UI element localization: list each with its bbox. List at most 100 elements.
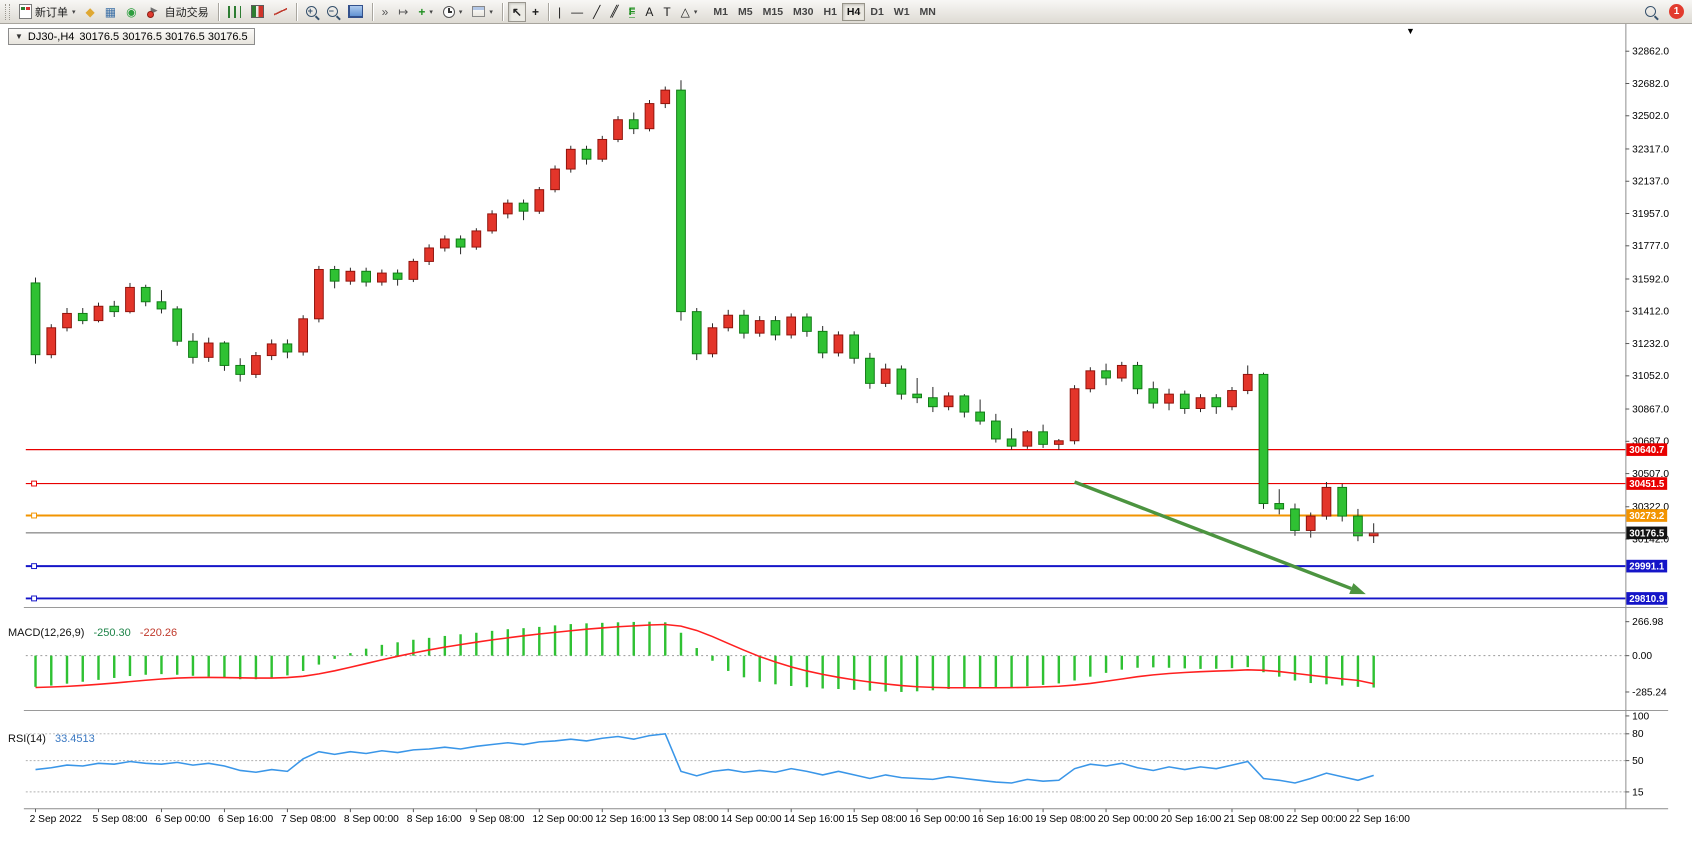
time-axis-label: 14 Sep 16:00 [784,814,845,825]
fibonacci-button[interactable]: F [625,2,640,22]
text-tool-button[interactable]: A [641,2,657,22]
rsi-axis-label: 100 [1632,711,1649,722]
zoom-in-icon: + [305,6,317,17]
label-tool-icon: T [663,4,671,19]
chart-symbol-period: DJ30-,H4 [27,30,75,43]
timeframe-h4-button[interactable]: H4 [841,2,866,21]
chart-title-tab[interactable]: ▼ DJ30-,H4 30176.5 30176.5 30176.5 30176… [8,28,255,45]
toolbar-separator [547,2,549,21]
autotrade-button[interactable]: 自动交易 [143,2,213,22]
macd-axis-label: 266.98 [1632,617,1663,628]
price-tick-label: 31957.0 [1632,209,1669,220]
indicators-icon: + [418,4,426,19]
line-handle[interactable] [31,512,37,519]
current-price-tag-text: 30176.5 [1629,528,1665,539]
price-tick-label: 31052.0 [1632,371,1669,382]
time-axis-label: 9 Sep 08:00 [470,814,525,825]
crosshair-icon: + [531,4,539,19]
chart-canvas[interactable]: 32862.0 32682.0 32502.0 32317.0 32137.0 31957… [0,24,1692,851]
price-tick-label: 32137.0 [1632,177,1669,188]
line-price-tag-text: 29991.1 [1629,562,1665,573]
zoom-out-button[interactable]: − [323,2,342,22]
rsi-indicator-label: RSI(14) 33.4513 [8,733,95,745]
macd-signal-value: -220.26 [139,627,178,639]
bar-chart-mode-button[interactable] [224,2,245,22]
line-chart-mode-button[interactable] [270,2,291,22]
vertical-line-button[interactable]: | [554,2,565,22]
time-axis-label: 12 Sep 00:00 [532,814,593,825]
timeframe-w1-button[interactable]: W1 [889,3,915,21]
search-button[interactable] [1641,2,1660,22]
zoom-in-button[interactable]: + [302,2,321,22]
main-toolbar: 新订单 ▾ ◆ ▦ ◉ 自动交易 + − » ↦ + ▾ [0,0,1692,24]
price-shift-marker[interactable]: ▼ [1406,26,1415,36]
candlestick-mode-button[interactable] [247,2,268,22]
trendline-icon: ╱ [593,4,601,19]
new-chart-button[interactable]: ◆ [82,2,99,22]
time-axis[interactable]: 2 Sep 2022 5 Sep 08:00 6 Sep 00:00 6 Sep 16… [30,808,1411,825]
horizontal-line-objects[interactable] [25,449,1626,602]
macd-signal-line [35,623,1374,689]
macd-panel: 266.98 0.00 -285.24 [25,617,1667,698]
crosshair-button[interactable]: + [528,2,543,22]
fibonacci-icon: F [628,5,636,18]
price-tick-label: 31592.0 [1632,274,1669,285]
shapes-icon: △ [680,4,690,19]
auto-scroll-button[interactable]: » [378,2,393,22]
timeframe-mn-button[interactable]: MN [915,3,941,21]
trendline-button[interactable]: ╱ [589,2,604,22]
timeframe-m30-button[interactable]: M30 [788,3,818,21]
timeframe-d1-button[interactable]: D1 [865,3,888,21]
timeframe-m1-button[interactable]: M1 [708,3,733,21]
periods-button[interactable]: ▾ [439,2,467,22]
time-axis-label: 8 Sep 00:00 [344,814,399,825]
time-axis-label: 2 Sep 2022 [30,814,82,825]
time-axis-label: 22 Sep 00:00 [1286,814,1347,825]
line-handle[interactable] [31,595,37,602]
template-icon [472,6,486,17]
market-watch-button[interactable]: ◉ [122,2,140,22]
price-tick-label: 30507.0 [1632,469,1669,480]
chart-frame [23,24,1669,810]
profiles-icon: ▦ [104,4,117,19]
price-tick-label: 32682.0 [1632,79,1669,90]
indicators-button[interactable]: + ▾ [414,2,437,22]
chevron-down-icon: ▾ [693,8,698,16]
timeframe-h1-button[interactable]: H1 [818,3,841,21]
chart-shift-icon: ↦ [398,4,409,19]
label-tool-button[interactable]: T [659,2,674,22]
channel-button[interactable]: ╱╱ [606,2,622,22]
tile-windows-icon [347,5,363,18]
profiles-button[interactable]: ▦ [101,2,120,22]
price-axis[interactable]: 32862.0 32682.0 32502.0 32317.0 32137.0 31957… [1625,47,1669,605]
trend-arrow-object[interactable] [1073,480,1366,595]
price-tick-label: 30687.0 [1632,437,1669,448]
timeframe-m15-button[interactable]: M15 [758,3,788,21]
tile-windows-button[interactable] [344,2,367,22]
line-handle[interactable] [31,480,37,487]
collapse-icon[interactable]: ▼ [15,32,23,41]
line-price-tag-text: 30273.2 [1629,511,1665,522]
rsi-panel: 100 80 50 15 [25,711,1650,798]
rsi-axis-label: 50 [1632,756,1644,767]
chart-shift-button[interactable]: ↦ [394,2,412,22]
shapes-button[interactable]: △ ▾ [677,2,702,22]
rsi-value: 33.4513 [54,733,95,745]
current-price-tag [1626,526,1668,540]
notification-badge[interactable]: 1 [1669,4,1684,19]
toolbar-grip[interactable] [5,3,10,20]
line-handle[interactable] [31,563,37,570]
cursor-button[interactable]: ↖ [507,1,526,22]
time-axis-label: 20 Sep 00:00 [1098,814,1159,825]
price-tick-label: 30142.0 [1632,534,1669,545]
templates-button[interactable]: ▾ [468,2,497,22]
text-tool-icon: A [645,4,654,19]
time-axis-label: 16 Sep 16:00 [972,814,1033,825]
channel-icon: ╱╱ [610,5,618,18]
chevron-down-icon: ▾ [489,8,493,16]
horizontal-line-button[interactable]: — [567,2,587,22]
timeframe-m5-button[interactable]: M5 [733,3,758,21]
search-icon [1645,6,1656,17]
new-order-button[interactable]: 新订单 ▾ [15,2,80,22]
macd-value: -250.30 [93,627,131,639]
